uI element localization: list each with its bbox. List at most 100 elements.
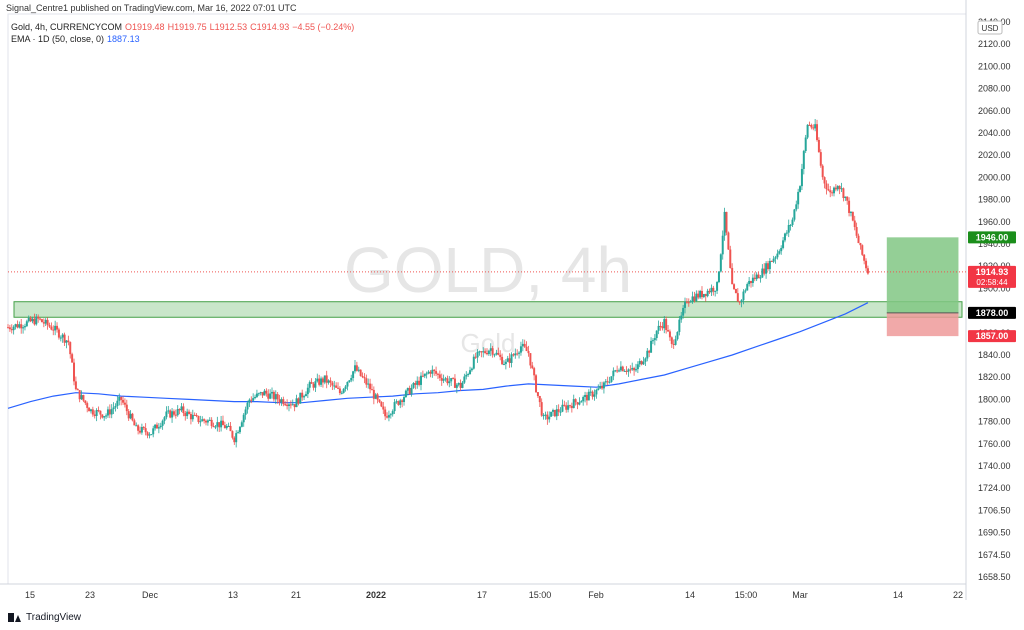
candle [235, 433, 238, 443]
candle [406, 387, 409, 391]
candle [487, 350, 490, 355]
candle [514, 353, 517, 356]
candle [742, 291, 745, 301]
candle [63, 334, 66, 343]
candle [214, 426, 217, 428]
candle [254, 396, 257, 399]
candle [816, 124, 819, 140]
candle [699, 290, 702, 298]
candle [101, 414, 104, 418]
candle [137, 425, 140, 431]
candle [93, 414, 96, 416]
candle [753, 277, 756, 280]
candle [333, 385, 336, 387]
candle [169, 410, 172, 418]
candle [521, 343, 524, 347]
candle [54, 325, 57, 331]
candle [327, 380, 330, 383]
candle [229, 425, 232, 432]
candle [108, 409, 111, 415]
x-tick-label: 15:00 [735, 590, 758, 600]
candle [806, 124, 809, 138]
candle [499, 354, 502, 357]
candle [414, 383, 417, 385]
candle [759, 277, 762, 279]
candle [691, 296, 694, 302]
y-tick-label: 1980.00 [978, 195, 1011, 205]
candle [657, 325, 660, 331]
y-tick-label: 1840.00 [978, 350, 1011, 360]
candle [678, 319, 681, 332]
candle [444, 378, 447, 380]
x-tick-label: 22 [953, 590, 963, 600]
candle [278, 399, 281, 403]
long-position-target[interactable] [886, 237, 959, 313]
candle [212, 426, 215, 428]
countdown-label: 02:58:44 [976, 278, 1008, 287]
candle [486, 353, 488, 355]
candle [714, 290, 717, 292]
candle [832, 187, 835, 194]
support-zone[interactable] [13, 301, 963, 318]
candle [433, 369, 436, 372]
x-tick-label: 15 [25, 590, 35, 600]
candle [834, 187, 837, 190]
candle [52, 329, 55, 331]
candle [768, 260, 771, 270]
candle [697, 293, 700, 298]
candle [352, 371, 355, 379]
candle [82, 395, 85, 401]
candle [271, 391, 274, 394]
candle [674, 339, 677, 345]
candle [563, 404, 566, 406]
candle [287, 404, 290, 407]
candle [263, 390, 266, 396]
candle [393, 402, 396, 412]
candle [785, 232, 788, 234]
candle [723, 211, 726, 236]
candle [308, 382, 311, 388]
candle [184, 413, 187, 417]
candle [329, 380, 332, 383]
candle [44, 319, 47, 324]
candle [46, 319, 49, 326]
candle [501, 356, 504, 365]
candle [210, 419, 213, 427]
candle [846, 196, 849, 201]
candle [452, 378, 455, 380]
currency-box[interactable] [977, 20, 1003, 35]
candle [461, 382, 464, 388]
candle [680, 315, 683, 320]
y-tick-label: 2060.00 [978, 106, 1011, 116]
candle [819, 152, 822, 166]
candle [165, 411, 168, 418]
candle [387, 415, 390, 418]
candle [314, 381, 317, 388]
candle [568, 405, 571, 407]
candle [291, 404, 294, 406]
candle [10, 329, 13, 331]
candle [684, 301, 687, 308]
candle [470, 368, 473, 371]
candle [57, 329, 60, 338]
candle [633, 368, 636, 371]
candle [37, 316, 40, 319]
candle [584, 394, 587, 397]
long-position-stop[interactable] [886, 312, 959, 337]
candle [416, 380, 419, 385]
candle [289, 404, 292, 406]
candle [621, 366, 624, 371]
candle [391, 411, 394, 415]
candle [469, 370, 472, 375]
ema-label[interactable]: EMA · 1D (50, close, 0) [11, 34, 105, 44]
candle [800, 168, 803, 187]
candle [580, 401, 583, 403]
price-label-box [968, 231, 1016, 244]
candle [312, 383, 315, 388]
symbol-label[interactable]: Gold, 4h, CURRENCYCOM [11, 22, 123, 32]
candle [491, 348, 494, 355]
y-tick-label: 1706.50 [978, 505, 1011, 515]
candle [178, 409, 181, 411]
candle [155, 424, 158, 429]
